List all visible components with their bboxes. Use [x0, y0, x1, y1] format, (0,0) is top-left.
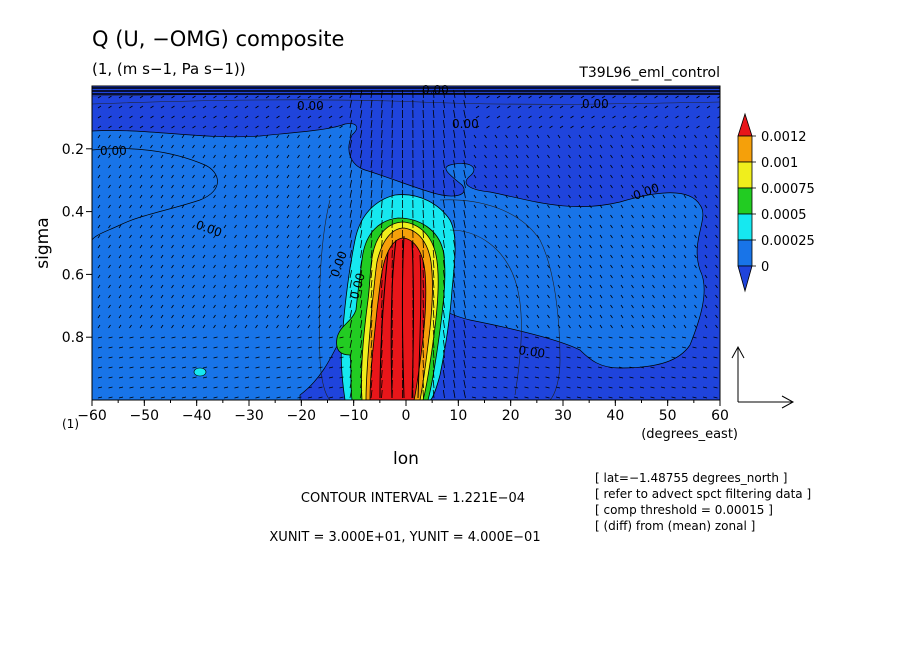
x-tick-label: 40	[606, 408, 624, 424]
vector-arrow	[423, 210, 424, 218]
chart-units-line: (1, (m s−1, Pa s−1))	[92, 60, 246, 78]
vector-arrow	[423, 300, 424, 308]
vector-arrow	[423, 180, 424, 188]
x-unit-label: (degrees_east)	[641, 427, 738, 442]
contour-label: 0.00	[100, 144, 127, 158]
y-tick-label: 0.6	[62, 267, 84, 283]
vector-arrow	[423, 370, 424, 378]
vector-arrow	[423, 340, 424, 348]
chart-title: Q (U, −OMG) composite	[92, 27, 344, 51]
x-tick-label: 60	[711, 408, 729, 424]
vector-arrow	[423, 360, 424, 368]
note-line: [ refer to advect spct filtering data ]	[595, 487, 811, 501]
vector-arrow	[423, 250, 424, 258]
colorbar-label: 0.0012	[761, 130, 807, 145]
x-tick-label: 20	[502, 408, 520, 424]
vector-arrow	[423, 380, 424, 388]
x-tick-label: −60	[77, 408, 107, 424]
vector-arrow	[423, 110, 424, 118]
x-tick-label: 0	[402, 408, 411, 424]
vector-arrow	[423, 190, 424, 198]
colorbar-label: 0.0005	[761, 208, 807, 223]
contour-label: 0.00	[422, 83, 449, 97]
x-axis: −60 −50 −40 −30 −20 −10 0 10 20 30 40 50 60	[77, 400, 729, 424]
note-line: [ comp threshold = 0.00015 ]	[595, 503, 773, 517]
colorbar-label: 0	[761, 260, 769, 275]
note-line: [ lat=−1.48755 degrees_north ]	[595, 471, 787, 485]
vector-arrow	[423, 150, 424, 158]
colorbar-segment	[738, 188, 752, 214]
unit-text: XUNIT = 3.000E+01, YUNIT = 4.000E−01	[269, 530, 540, 545]
vector-arrow	[423, 140, 424, 148]
x-tick-label: 50	[659, 408, 677, 424]
vector-arrow	[423, 170, 424, 178]
vector-arrow	[423, 290, 424, 298]
colorbar-segment	[738, 214, 752, 240]
x-tick-label: −30	[234, 408, 264, 424]
y-axis: 0.2 0.4 0.6 0.8	[62, 142, 92, 346]
colorbar-segment	[738, 136, 752, 162]
vector-arrow	[423, 120, 424, 128]
y-unit-label: (1)	[62, 417, 79, 431]
vector-arrow	[423, 260, 424, 268]
vector-arrow	[423, 310, 424, 318]
contour-label: 0.00	[582, 97, 609, 111]
colorbar-label: 0.00025	[761, 234, 815, 249]
x-tick-label: −40	[182, 408, 212, 424]
vector-arrow	[423, 280, 424, 288]
vector-arrow	[423, 270, 424, 278]
run-label: T39L96_eml_control	[578, 65, 720, 81]
colorbar-segment	[738, 114, 752, 136]
vector-arrow	[423, 230, 424, 238]
reference-vector	[732, 347, 793, 408]
colorbar-label: 0.00075	[761, 182, 815, 197]
plot-area	[92, 86, 721, 400]
x-tick-label: −50	[130, 408, 160, 424]
contour-label: 0.00	[297, 99, 324, 113]
vector-arrow	[423, 330, 424, 338]
vector-arrow	[423, 220, 424, 228]
vector-arrow	[423, 100, 424, 108]
colorbar: 0.0012 0.001 0.00075 0.0005 0.00025 0	[738, 114, 815, 291]
field-blob-left	[194, 368, 206, 376]
x-axis-label: lon	[393, 449, 419, 469]
contour-label: 0.00	[452, 117, 479, 131]
vector-arrow	[423, 390, 424, 398]
vector-arrow	[423, 240, 424, 248]
y-tick-label: 0.8	[62, 330, 84, 346]
y-tick-label: 0.2	[62, 142, 84, 158]
vector-arrow	[423, 160, 424, 168]
colorbar-label: 0.001	[761, 156, 798, 171]
x-tick-label: −10	[339, 408, 369, 424]
vector-arrow	[423, 130, 424, 138]
vector-arrow	[423, 320, 424, 328]
y-axis-label: sigma	[33, 217, 53, 268]
note-line: [ (diff) from (mean) zonal ]	[595, 519, 755, 533]
vector-arrow	[423, 350, 424, 358]
vector-arrow	[423, 200, 424, 208]
x-tick-label: −20	[287, 408, 317, 424]
colorbar-segment	[738, 240, 752, 266]
notes: [ lat=−1.48755 degrees_north ] [ refer t…	[595, 471, 811, 533]
colorbar-segment	[738, 266, 752, 291]
colorbar-segment	[738, 162, 752, 188]
y-tick-label: 0.4	[62, 205, 84, 221]
x-tick-label: 30	[554, 408, 572, 424]
x-tick-label: 10	[449, 408, 467, 424]
contour-interval-text: CONTOUR INTERVAL = 1.221E−04	[301, 491, 525, 506]
